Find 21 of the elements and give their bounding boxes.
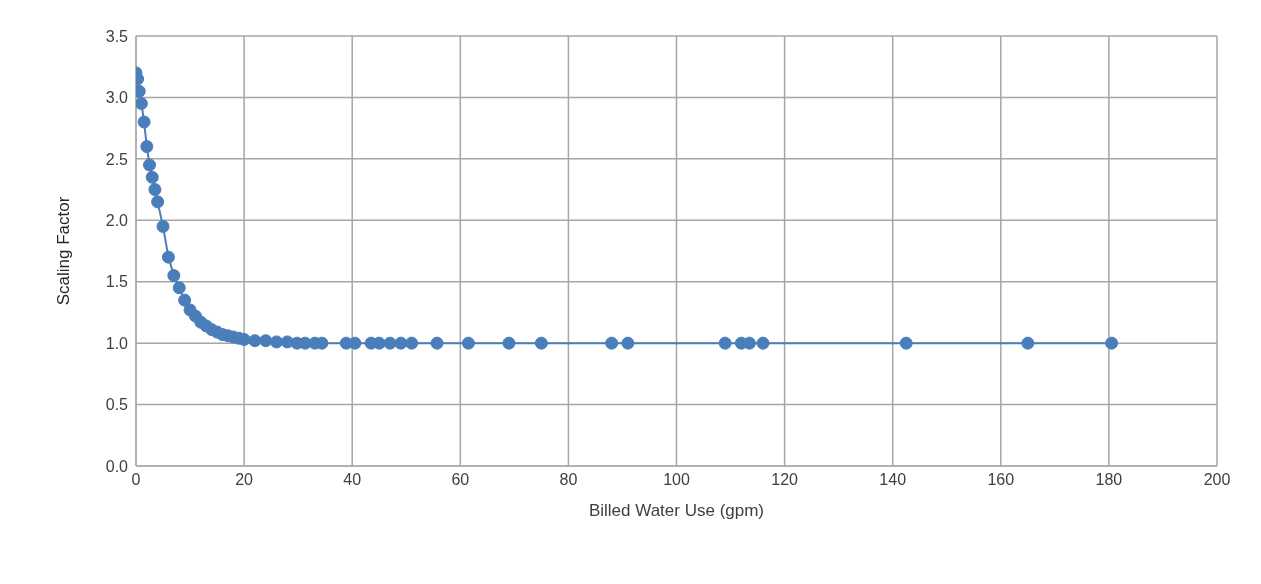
x-axis-title: Billed Water Use (gpm)	[588, 501, 765, 520]
x-tick-label: 160	[987, 471, 1015, 489]
x-tick-label: 100	[663, 471, 690, 489]
x-tick-label: 40	[343, 471, 362, 489]
x-tick-label: 20	[235, 471, 254, 489]
y-tick-label: 1.5	[105, 273, 129, 291]
y-tick-label: 3.5	[105, 27, 129, 45]
y-tick-label: 0.0	[105, 457, 129, 475]
x-tick-label: 120	[771, 471, 799, 489]
x-tick-label: 0	[131, 471, 141, 489]
y-tick-label: 1.0	[105, 334, 129, 352]
x-tick-label: 140	[879, 471, 907, 489]
x-tick-label: 80	[559, 471, 578, 489]
x-tick-label: 60	[451, 471, 470, 489]
x-tick-label: 200	[1203, 471, 1231, 489]
x-tick-label: 180	[1095, 471, 1123, 489]
y-tick-label: 0.5	[105, 396, 129, 414]
y-tick-label: 2.0	[105, 211, 129, 229]
y-tick-label: 2.5	[105, 150, 129, 168]
y-axis-title: Scaling Factor	[54, 196, 74, 306]
y-tick-label: 3.0	[105, 89, 129, 107]
